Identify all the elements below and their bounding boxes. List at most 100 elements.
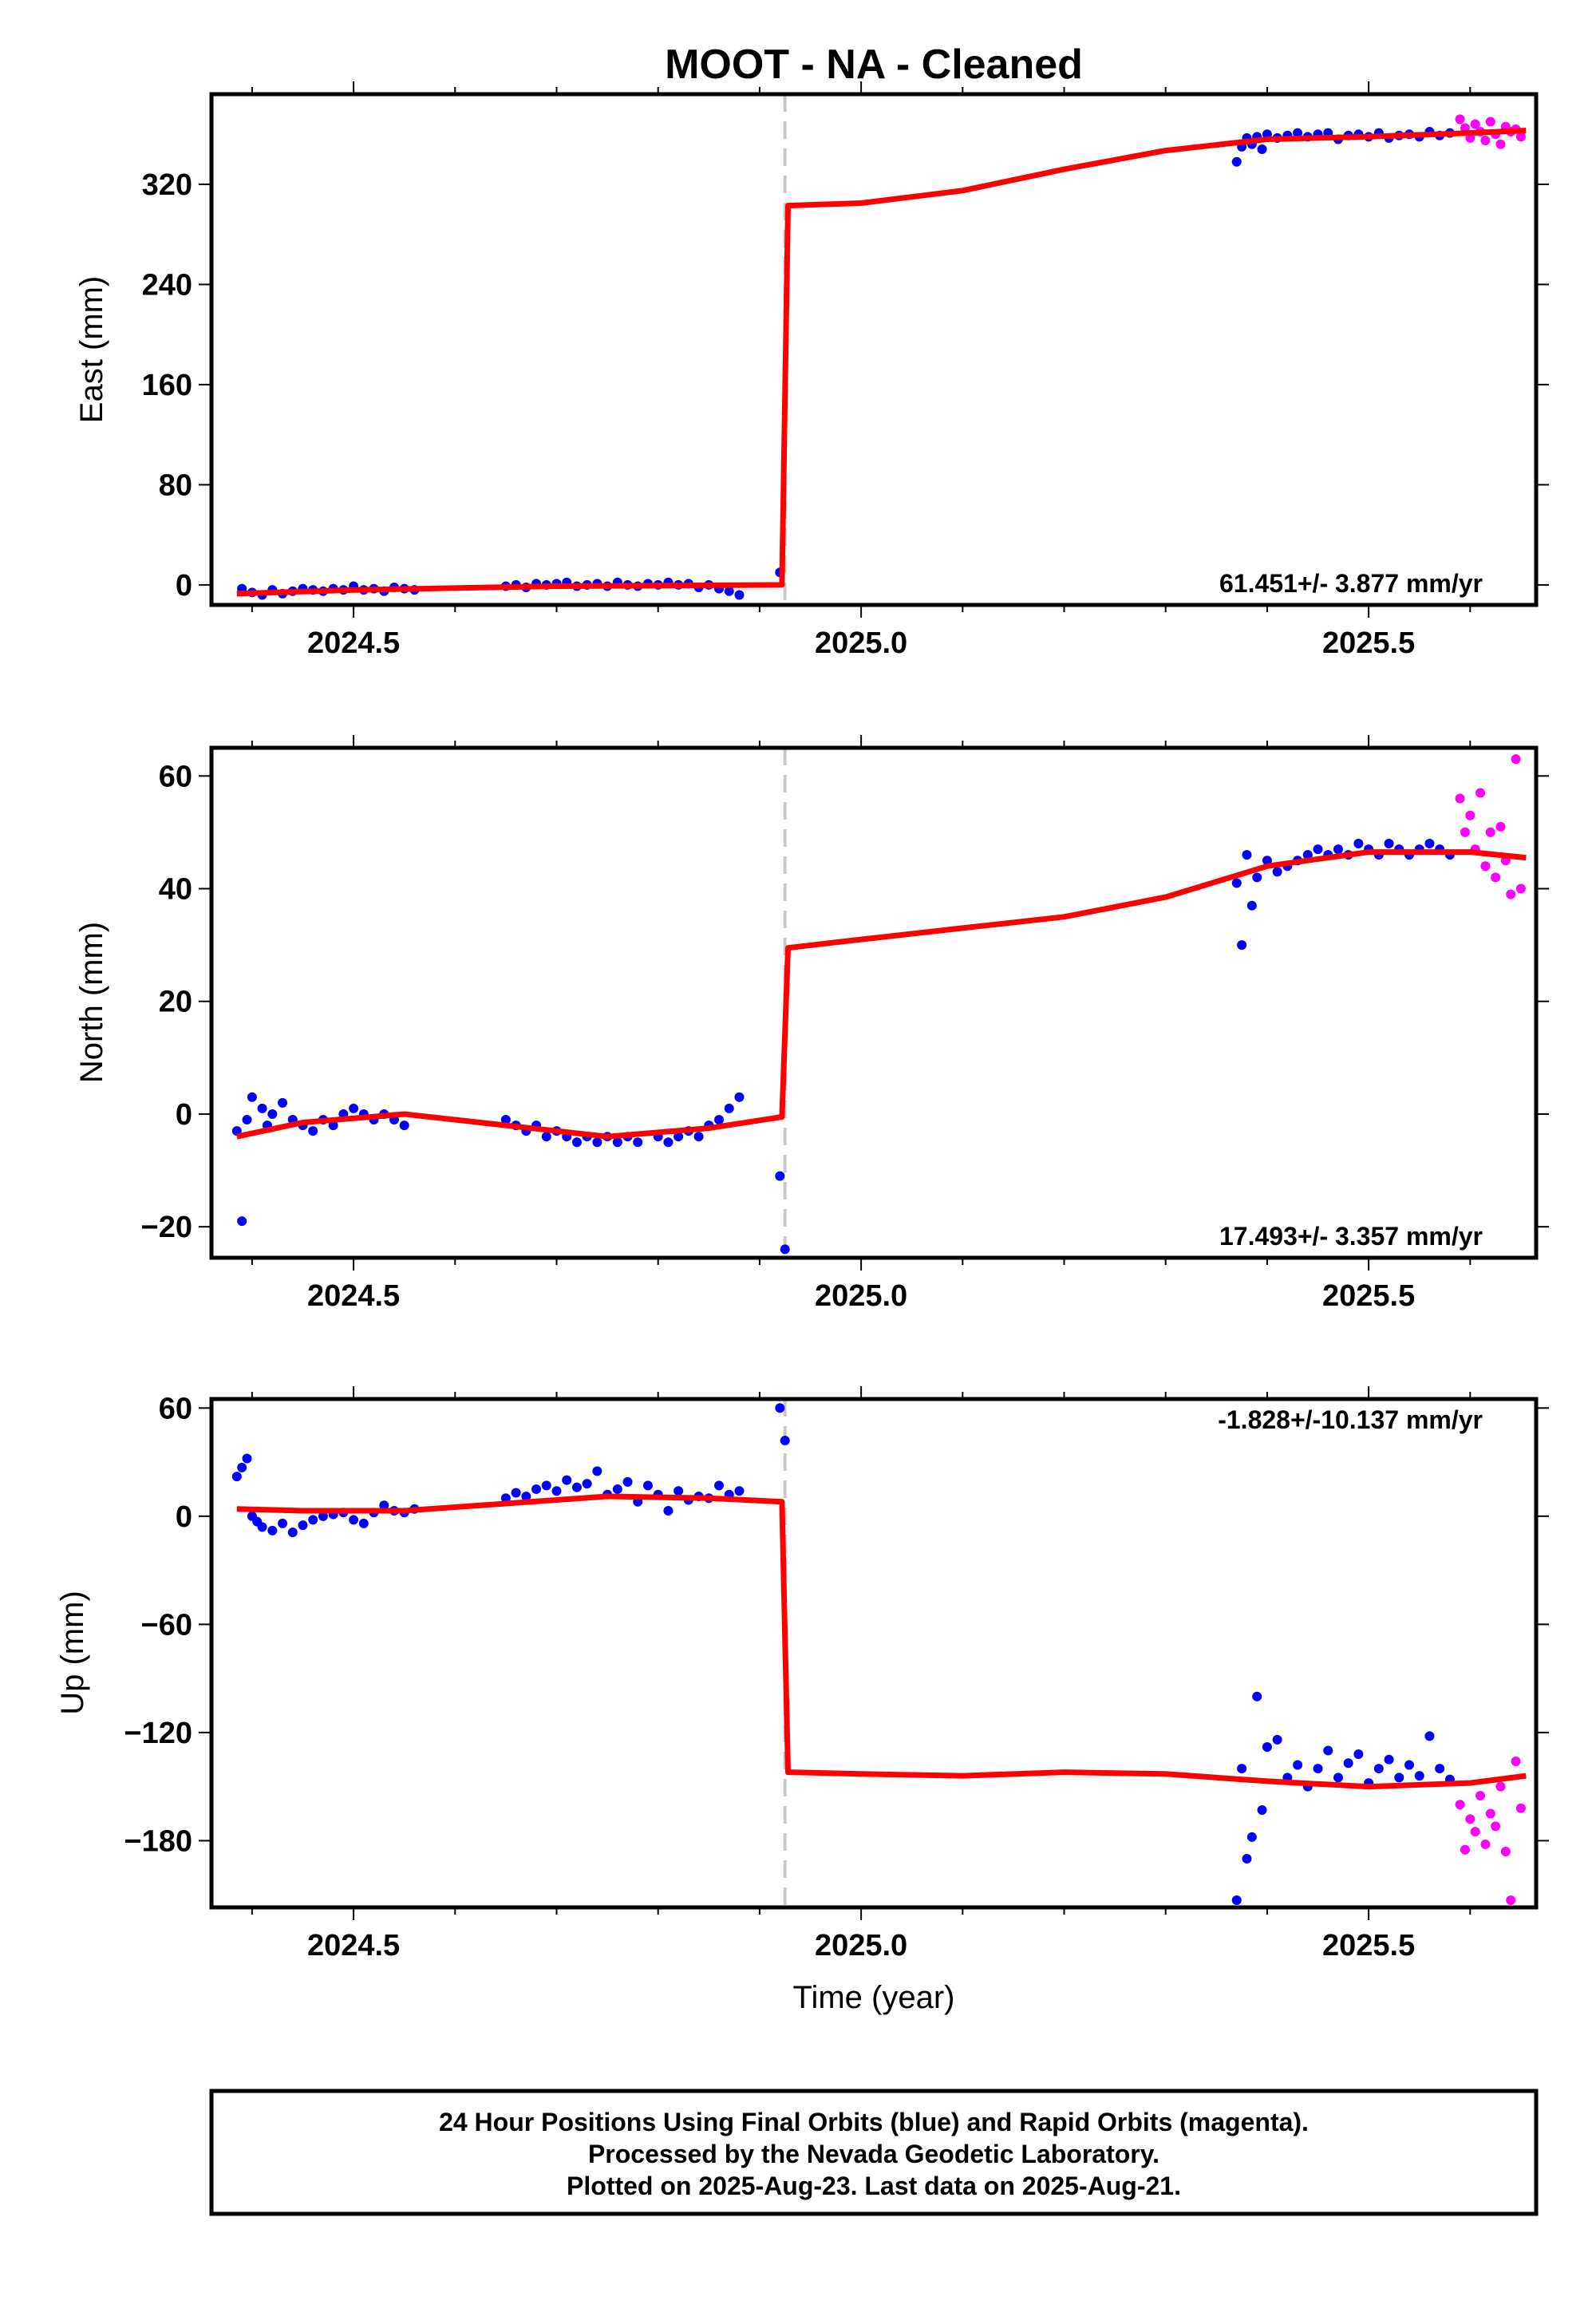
final-orbit-point <box>734 590 745 600</box>
up-y-axis-label: Up (mm) <box>55 1591 90 1715</box>
final-orbit-point <box>278 1097 288 1108</box>
final-orbit-point <box>663 1506 674 1516</box>
final-orbit-point <box>775 1171 785 1181</box>
final-orbit-point <box>1394 1773 1404 1783</box>
final-orbit-point <box>724 586 734 596</box>
final-orbit-point <box>674 1486 684 1496</box>
final-orbit-point <box>531 1484 542 1494</box>
final-orbit-point <box>298 1520 308 1531</box>
rapid-orbit-point <box>1511 1757 1521 1767</box>
rapid-orbit-point <box>1491 1821 1501 1832</box>
final-orbit-point <box>500 1493 511 1504</box>
final-orbit-point <box>582 1479 592 1489</box>
final-orbit-point <box>1231 156 1242 167</box>
final-orbit-point <box>612 1484 622 1494</box>
final-orbit-point <box>1262 1741 1272 1752</box>
final-orbit-point <box>349 1515 359 1525</box>
y-tick-label: 60 <box>159 760 192 793</box>
final-orbit-point <box>257 1103 267 1113</box>
final-orbit-point <box>287 1528 298 1538</box>
x-tick-label: 2025.0 <box>815 1279 907 1313</box>
final-orbit-point <box>1257 1805 1267 1816</box>
rapid-orbit-point <box>1480 136 1491 146</box>
final-orbit-point <box>622 1476 633 1487</box>
final-orbit-point <box>358 1518 369 1528</box>
y-tick-label: −180 <box>124 1824 192 1858</box>
final-orbit-point <box>242 1115 252 1125</box>
up-rate-label: -1.828+/-10.137 mm/yr <box>1218 1405 1483 1434</box>
final-orbit-point <box>714 1115 725 1125</box>
final-orbit-point <box>257 1522 267 1532</box>
rapid-orbit-point <box>1495 139 1506 149</box>
final-orbit-point <box>714 1480 725 1491</box>
final-orbit-point <box>1237 940 1247 951</box>
rapid-orbit-point <box>1485 117 1495 127</box>
rapid-orbit-point <box>1480 861 1491 871</box>
final-orbit-point <box>633 1137 643 1148</box>
panel-up: 2024.5 2025.0 2025.5 60 0 −60 −120 −180 Up (mm)… <box>55 1386 1549 2015</box>
rapid-orbit-point <box>1485 1808 1495 1819</box>
final-orbit-point <box>1252 1691 1262 1701</box>
rapid-orbit-point <box>1515 1803 1526 1813</box>
x-tick-label: 2024.5 <box>307 1279 400 1313</box>
final-orbit-point <box>267 1109 278 1119</box>
final-orbit-point <box>1333 844 1343 855</box>
final-orbit-point <box>349 1103 359 1113</box>
final-orbit-point <box>734 1092 745 1102</box>
final-orbit-point <box>1242 850 1252 860</box>
final-orbit-point <box>1323 1745 1333 1756</box>
y-tick-label: 60 <box>159 1392 192 1425</box>
x-tick-label: 2025.5 <box>1322 1279 1415 1313</box>
final-orbit-point <box>379 1500 389 1511</box>
final-orbit-point <box>1343 1758 1353 1769</box>
final-orbit-point <box>1435 1764 1445 1774</box>
rapid-orbit-point <box>1465 1814 1476 1824</box>
final-orbit-point <box>663 1137 674 1148</box>
final-orbit-point <box>1313 1764 1323 1774</box>
final-orbit-point <box>1353 839 1364 849</box>
final-orbit-point <box>1384 1754 1394 1765</box>
final-orbit-point <box>318 1511 328 1521</box>
rapid-orbit-point <box>1476 788 1486 798</box>
final-orbit-point <box>1302 850 1313 860</box>
final-orbit-point <box>592 1466 602 1476</box>
final-orbit-point <box>612 1137 622 1148</box>
y-tick-label: 0 <box>176 569 192 603</box>
final-orbit-point <box>1424 1731 1435 1741</box>
final-orbit-point <box>267 1525 278 1535</box>
y-tick-label: 0 <box>176 1500 192 1534</box>
final-orbit-point <box>1262 856 1272 866</box>
final-orbit-point <box>571 1482 582 1492</box>
rapid-orbit-point <box>1465 810 1476 820</box>
final-orbit-point <box>247 1092 257 1102</box>
model-fit-line <box>236 128 1527 597</box>
rapid-orbit-point <box>1470 119 1480 129</box>
final-orbit-point <box>1272 1734 1282 1745</box>
final-orbit-point <box>1246 1832 1257 1842</box>
model-fit-line <box>236 849 1527 1140</box>
final-orbit-point <box>1231 878 1242 888</box>
final-orbit-point <box>642 1480 653 1491</box>
final-orbit-point <box>308 1126 318 1136</box>
y-tick-label: 40 <box>159 873 192 907</box>
rapid-orbit-point <box>1476 1790 1486 1800</box>
x-tick-label: 2025.0 <box>815 1929 907 1962</box>
final-orbit-point <box>780 1435 790 1445</box>
x-axis-label: Time (year) <box>793 1980 955 2015</box>
final-orbit-point <box>541 1480 551 1491</box>
north-rate-label: 17.493+/- 3.357 mm/yr <box>1219 1222 1483 1251</box>
rapid-orbit-point <box>1455 793 1465 804</box>
caption-line-3: Plotted on 2025-Aug-23. Last data on 202… <box>567 2172 1181 2200</box>
rapid-orbit-point <box>1485 827 1495 837</box>
final-orbit-point <box>1404 1760 1414 1770</box>
chart-title: MOOT - NA - Cleaned <box>665 41 1083 88</box>
final-orbit-point <box>571 1137 582 1148</box>
final-orbit-point <box>1353 1749 1364 1759</box>
x-tick-label: 2024.5 <box>307 626 400 660</box>
final-orbit-point <box>562 1475 572 1485</box>
y-tick-label: −60 <box>141 1608 192 1642</box>
plot-frame <box>209 745 1539 1260</box>
x-tick-label: 2025.5 <box>1322 1929 1415 1962</box>
